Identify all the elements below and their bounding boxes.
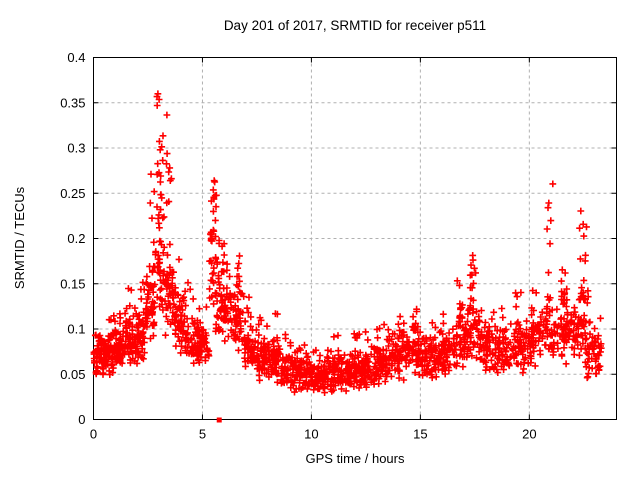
x-tick-label: 20 (522, 427, 536, 442)
x-axis-label: GPS time / hours (306, 451, 405, 466)
x-tick-label: 0 (90, 427, 97, 442)
x-tick-label: 5 (199, 427, 206, 442)
axis-ticks (93, 57, 617, 420)
y-tick-label: 0.15 (60, 276, 85, 291)
x-tick-label: 10 (304, 427, 318, 442)
special-markers (216, 417, 222, 423)
y-tick-label: 0.1 (67, 322, 85, 337)
y-tick-label: 0.3 (67, 141, 85, 156)
chart-title: Day 201 of 2017, SRMTID for receiver p51… (224, 18, 486, 33)
outlier-square-marker (216, 417, 222, 423)
x-tick-label: 15 (413, 427, 427, 442)
y-tick-label: 0.05 (60, 367, 85, 382)
data-points (90, 90, 605, 396)
tick-labels: 0 0.05 0.1 0.15 0.2 0.25 0.3 0.35 0.4 0 5 10 15 20 (60, 50, 536, 442)
y-tick-label: 0.25 (60, 186, 85, 201)
y-tick-label: 0.2 (67, 231, 85, 246)
y-tick-label: 0 (78, 412, 85, 427)
y-axis-label: SRMTID / TECUs (12, 186, 27, 289)
y-tick-label: 0.35 (60, 95, 85, 110)
scatter-plus-markers (90, 90, 605, 396)
y-tick-label: 0.4 (67, 50, 85, 65)
